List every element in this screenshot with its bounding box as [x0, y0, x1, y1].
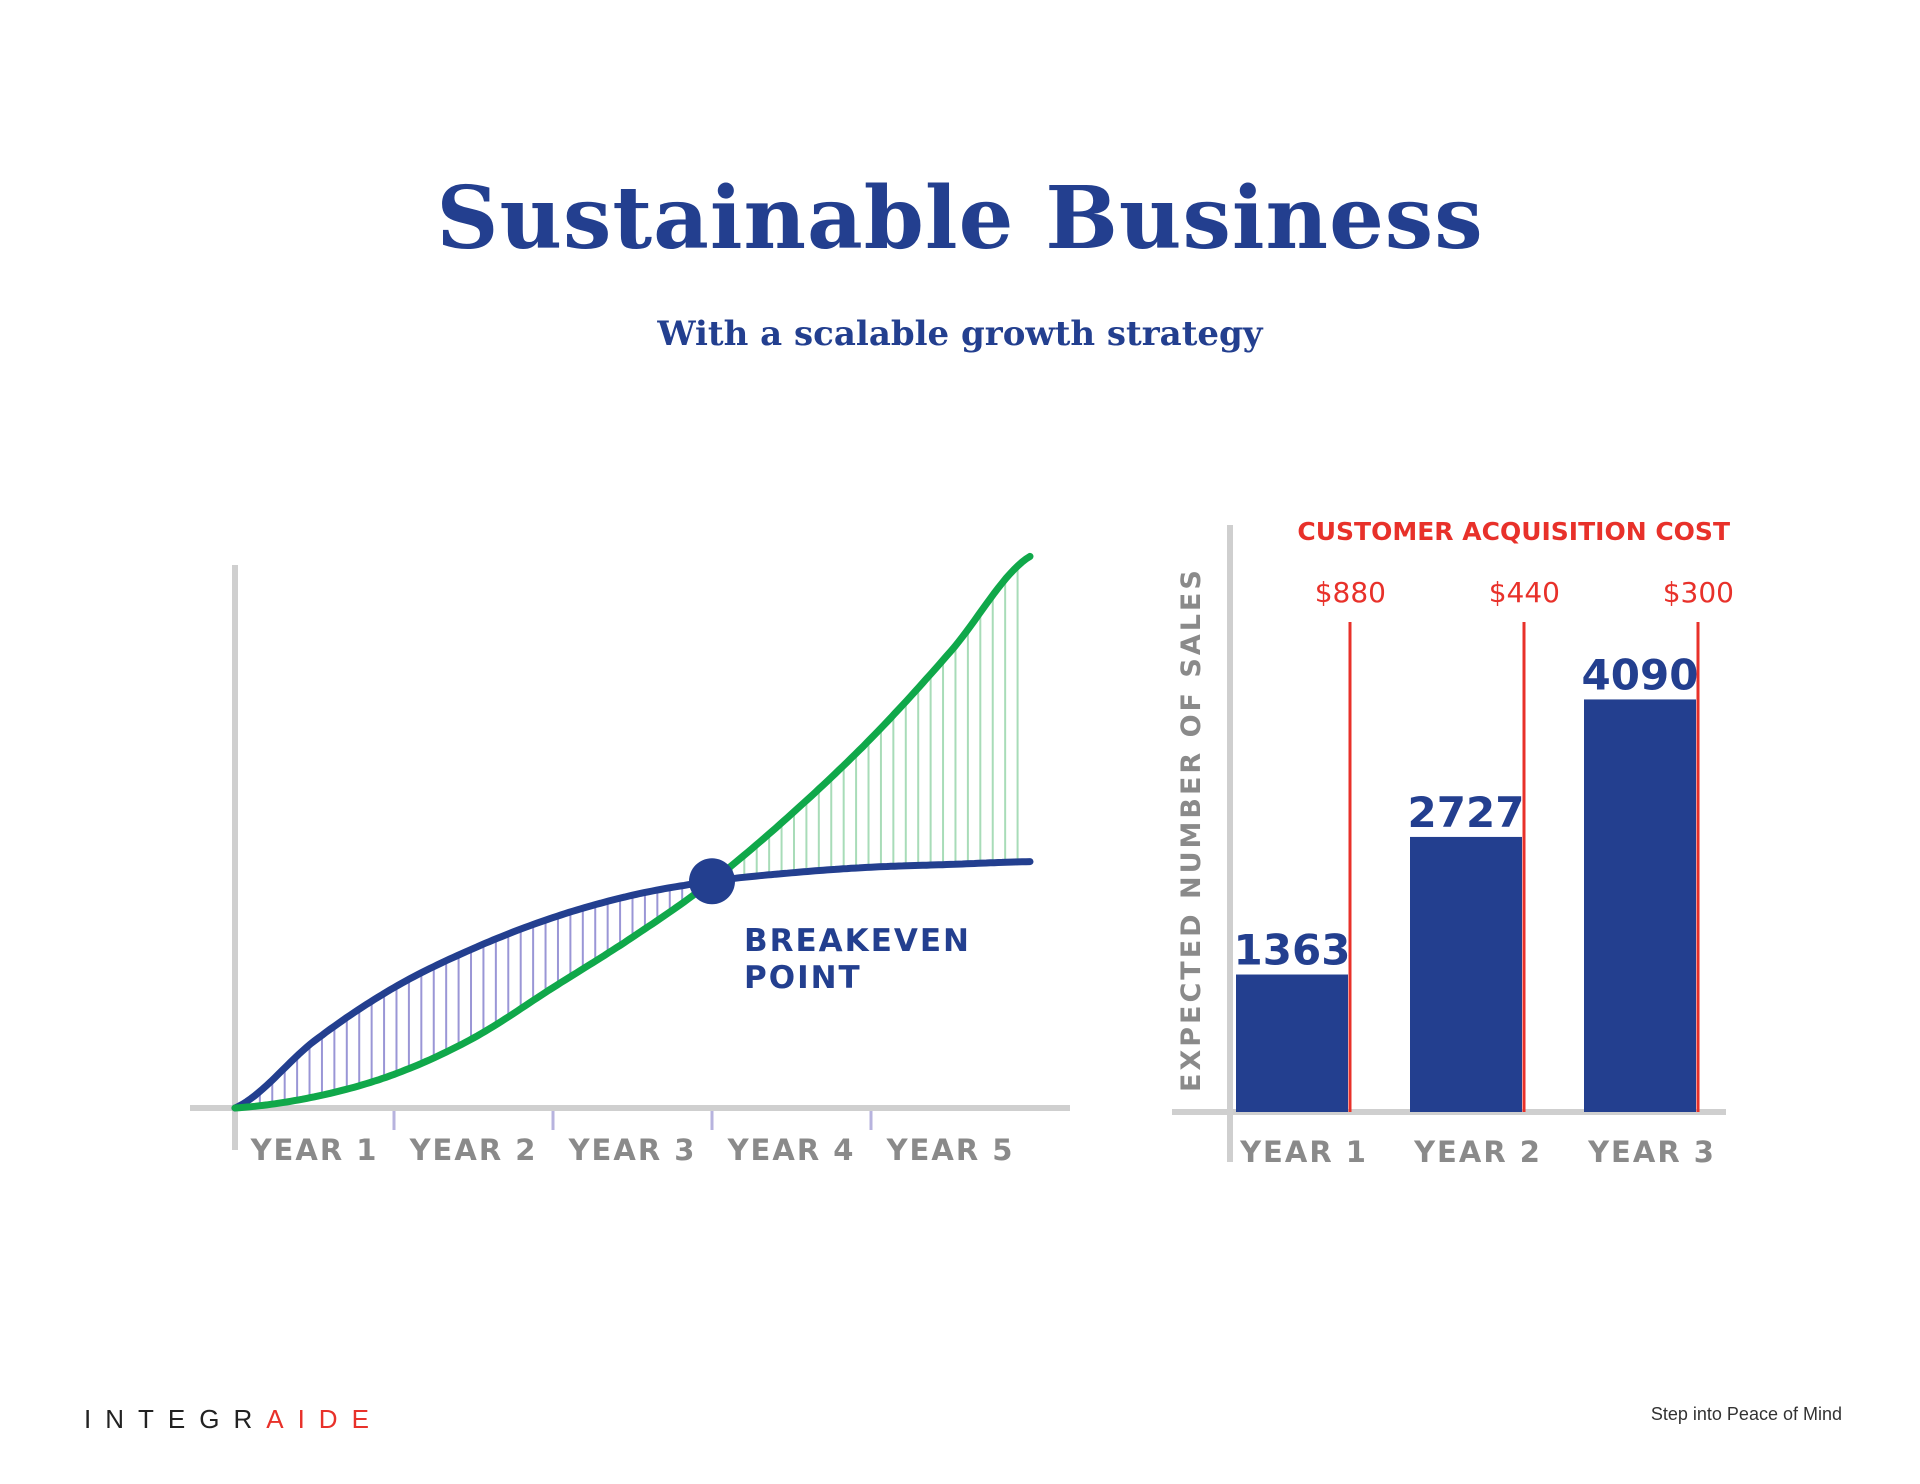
x-label: YEAR 2 [1413, 1135, 1542, 1169]
x-label: YEAR 3 [568, 1133, 697, 1167]
cost-value-label: $880 [1315, 576, 1386, 609]
brand-logo-main: INTEGR [84, 1404, 267, 1434]
brand-logo-accent: AIDE [266, 1404, 383, 1434]
sales-bar [1410, 836, 1522, 1112]
sales-bar [1236, 974, 1348, 1112]
acquisition-cost-title: CUSTOMER ACQUISITION COST [1297, 517, 1730, 546]
breakeven-label: POINT [744, 960, 862, 996]
x-label: YEAR 5 [886, 1133, 1015, 1167]
sales-bar-chart: 1363 $880 YEAR 1 2727 $440 YEAR 2 4090 $300 YEAR… [1172, 517, 1734, 1169]
bar-value-label: 1363 [1234, 926, 1351, 975]
page-title: Sustainable Business [436, 168, 1484, 269]
x-label: YEAR 3 [1587, 1135, 1716, 1169]
profit-hatch-area [246, 566, 1019, 1107]
breakeven-label: BREAKEVEN [744, 923, 971, 959]
bar-value-label: 4090 [1582, 650, 1699, 699]
x-label: YEAR 1 [250, 1133, 379, 1167]
acquisition-cost-lines [1348, 622, 1700, 1112]
sales-bar [1584, 699, 1696, 1112]
footer-tagline: Step into Peace of Mind [1650, 1404, 1842, 1424]
x-label: YEAR 2 [409, 1133, 538, 1167]
line-chart-series [231, 552, 1034, 1112]
breakeven-point-marker [689, 858, 735, 905]
page-subtitle: With a scalable growth strategy [657, 314, 1263, 354]
line-chart-x-labels: YEAR 1 YEAR 2 YEAR 3 YEAR 4 YEAR 5 [250, 1133, 1015, 1167]
bar-chart-labels: 1363 $880 YEAR 1 2727 $440 YEAR 2 4090 $300 YEAR… [1176, 517, 1734, 1169]
brand-logo: INTEGRAIDE [84, 1404, 383, 1435]
cost-curve-line [231, 858, 1034, 1112]
cost-value-label: $300 [1663, 576, 1734, 609]
breakeven-line-chart: YEAR 1 YEAR 2 YEAR 3 YEAR 4 YEAR 5 BREAKEVEN… [190, 552, 1070, 1167]
x-label: YEAR 4 [727, 1133, 856, 1167]
bar-value-label: 2727 [1408, 788, 1525, 837]
y-axis-label: EXPECTED NUMBER OF SALES [1176, 567, 1207, 1092]
x-label: YEAR 1 [1239, 1135, 1368, 1169]
cost-value-label: $440 [1489, 576, 1560, 609]
revenue-curve-line [231, 552, 1034, 1112]
line-chart-axes [190, 565, 1070, 1150]
bar-chart-bars [1236, 699, 1696, 1112]
